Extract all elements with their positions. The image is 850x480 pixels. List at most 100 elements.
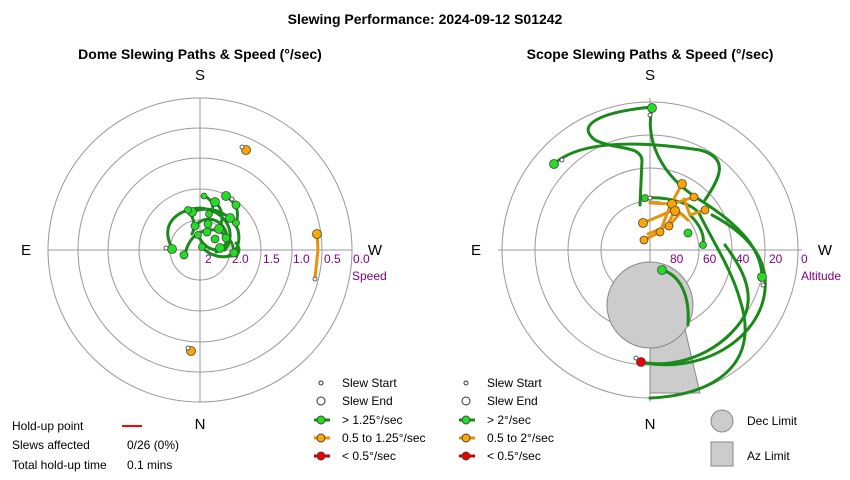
scope-dir-bottom: N xyxy=(645,416,656,433)
slew-end-marker xyxy=(232,219,240,227)
slews-affected-label: Slews affected xyxy=(12,438,90,452)
total-holdup-label: Total hold-up time xyxy=(12,458,107,472)
slew-end-marker xyxy=(221,233,231,243)
slew-end-marker xyxy=(677,179,687,189)
slew-end-marker xyxy=(231,200,241,210)
dome-slew-paths xyxy=(166,145,320,353)
legend-item-label: Az Limit xyxy=(747,449,790,463)
scope-tick-label: 80 xyxy=(670,252,684,266)
slew-start-marker xyxy=(633,355,639,361)
scope-dir-top: S xyxy=(645,67,655,84)
slew-start-marker xyxy=(239,144,245,150)
slew-path xyxy=(639,213,767,367)
dome-tick-label: 1.0 xyxy=(293,252,310,266)
slew-end-marker xyxy=(194,231,202,239)
scope-chart: Scope Slewing Paths & Speed (°/sec) S N … xyxy=(459,46,841,467)
holdup-point-label: Hold-up point xyxy=(12,419,84,433)
slew-end-marker xyxy=(198,243,206,251)
scope-legend: Slew Start Slew End > 2°/sec 0.5 to 2°/s… xyxy=(459,376,798,467)
slew-end-marker xyxy=(636,357,646,367)
slew-path xyxy=(667,210,690,228)
slew-end-marker xyxy=(200,192,208,200)
dome-slew-markers xyxy=(163,144,322,356)
slew-path xyxy=(682,197,707,217)
slew-end-marker xyxy=(215,243,225,253)
scope-slew-paths xyxy=(552,105,767,400)
legend-item-label: Slew Start xyxy=(487,376,542,390)
legend-item-label: 0.5 to 1.25°/sec xyxy=(342,431,426,445)
slew-end-marker xyxy=(689,192,699,202)
slew-start-marker xyxy=(163,245,169,251)
scope-chart-title: Scope Slewing Paths & Speed (°/sec) xyxy=(527,46,774,62)
slew-path xyxy=(638,243,750,366)
dome-dir-left: E xyxy=(21,242,31,259)
dome-tick-label: 0.5 xyxy=(324,252,341,266)
dome-radial-rings xyxy=(47,97,353,403)
legend-fast-marker xyxy=(461,415,471,425)
slew-end-marker xyxy=(205,210,213,218)
slew-end-marker xyxy=(312,229,322,239)
slew-end-marker xyxy=(664,221,674,231)
slew-end-marker xyxy=(638,218,648,228)
legend-slow-marker xyxy=(316,451,326,461)
slew-end-marker xyxy=(225,213,235,223)
slew-end-marker xyxy=(229,248,239,258)
legend-item-label: Slew End xyxy=(487,394,538,408)
slew-start-marker xyxy=(185,345,191,351)
holdup-info: Hold-up point Slews affected 0/26 (0%) T… xyxy=(12,419,179,472)
legend-item-label: < 0.5°/sec xyxy=(487,449,541,463)
slew-end-marker xyxy=(202,227,212,237)
legend-item-label: Dec Limit xyxy=(747,414,798,428)
legend-item-label: Slew Start xyxy=(342,376,397,390)
figure-title: Slewing Performance: 2024-09-12 S01242 xyxy=(288,11,563,27)
slew-path xyxy=(552,142,721,202)
dome-dir-bottom: N xyxy=(195,416,206,433)
slew-path xyxy=(313,232,320,280)
scope-slew-markers xyxy=(549,103,767,367)
slew-end-marker xyxy=(203,219,213,229)
slew-path xyxy=(166,206,232,252)
slew-end-marker xyxy=(647,103,657,113)
slew-end-marker xyxy=(549,159,559,169)
slew-end-marker xyxy=(184,206,192,214)
legend-item-label: < 0.5°/sec xyxy=(342,449,396,463)
slew-end-marker xyxy=(639,235,649,245)
dome-dir-top: S xyxy=(195,67,205,84)
legend-fast-marker xyxy=(316,415,326,425)
legend-item-label: > 1.25°/sec xyxy=(342,413,403,427)
slew-end-marker xyxy=(699,241,707,249)
dome-radial-axis-label: Speed xyxy=(352,269,387,283)
legend-dec-limit-marker xyxy=(710,409,734,433)
slew-end-marker xyxy=(655,227,665,237)
slew-end-marker xyxy=(757,272,767,282)
slew-end-marker xyxy=(641,194,649,202)
legend-slow-marker xyxy=(461,451,471,461)
slew-end-marker xyxy=(683,228,693,238)
legend-item-label: > 2°/sec xyxy=(487,413,531,427)
dome-tick-label: 1.5 xyxy=(263,252,280,266)
slew-path xyxy=(642,182,684,242)
slew-path xyxy=(643,196,747,400)
slew-start-marker xyxy=(229,196,235,202)
dome-legend: Slew Start Slew End > 1.25°/sec 0.5 to 1… xyxy=(314,376,426,463)
scope-dir-left: E xyxy=(471,242,481,259)
slew-start-marker xyxy=(559,157,565,163)
scope-limit-shapes xyxy=(606,261,701,394)
legend-item-label: Slew End xyxy=(342,394,393,408)
slew-start-marker xyxy=(312,276,318,282)
slew-end-marker xyxy=(657,265,667,275)
total-holdup-value: 0.1 mins xyxy=(127,458,172,472)
slews-affected-value: 0/26 (0%) xyxy=(127,438,179,452)
legend-item-label: 0.5 to 2°/sec xyxy=(487,431,554,445)
slew-end-marker xyxy=(190,221,200,231)
slew-start-marker xyxy=(760,282,766,288)
slew-end-marker xyxy=(221,191,231,201)
scope-tick-label: 40 xyxy=(736,252,750,266)
slew-path xyxy=(660,268,690,327)
slew-end-marker xyxy=(210,197,220,207)
legend-start-marker xyxy=(318,380,324,386)
legend-medium-marker xyxy=(316,433,326,443)
scope-tick-label: 60 xyxy=(703,252,717,266)
legend-medium-marker xyxy=(461,433,471,443)
